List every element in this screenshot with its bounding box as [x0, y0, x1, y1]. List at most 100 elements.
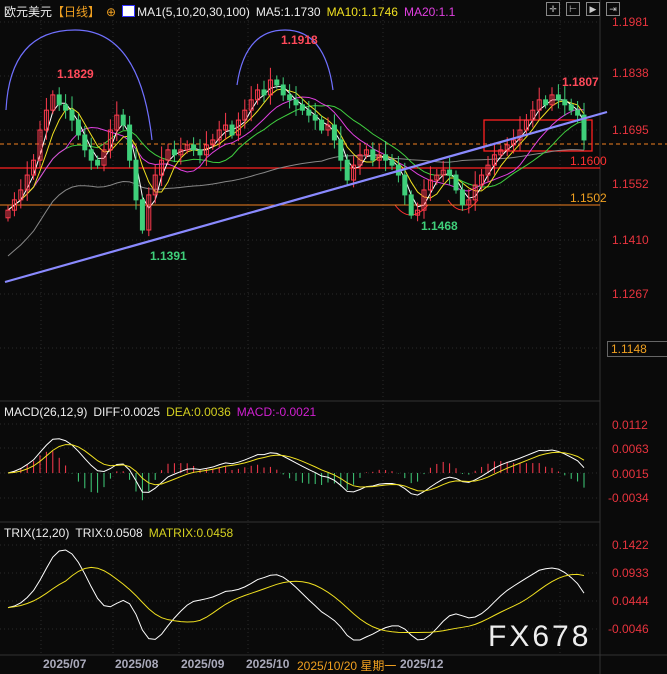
- trix-y-tick: -0.0046: [608, 622, 649, 636]
- candle: [549, 94, 555, 106]
- candle: [306, 109, 312, 116]
- x-tick: 2025/07: [43, 657, 87, 671]
- candle: [491, 154, 497, 166]
- ma20-value: MA20:1.1: [403, 5, 456, 19]
- candle: [171, 149, 177, 156]
- candle: [82, 134, 88, 151]
- candle: [235, 119, 241, 136]
- candle: [498, 149, 504, 156]
- candle: [248, 99, 254, 111]
- candle: [223, 124, 229, 131]
- candle: [107, 129, 113, 151]
- candle: [242, 109, 248, 121]
- arc-annotation: [5, 29, 153, 141]
- trix-value: TRIX:0.0508: [75, 526, 143, 540]
- watermark-logo: FX678: [488, 620, 592, 653]
- candle: [479, 174, 485, 186]
- candle: [274, 79, 280, 86]
- add-icon[interactable]: ⊕: [106, 5, 117, 19]
- candle: [331, 124, 337, 141]
- trix-y-tick: 0.1422: [612, 538, 649, 552]
- symbol-name: 欧元美元: [4, 5, 53, 19]
- candle: [434, 174, 440, 181]
- macd-dea-line: [7, 444, 585, 492]
- candle: [191, 144, 197, 151]
- candle: [287, 94, 293, 101]
- macd-diff: DIFF:0.0025: [93, 405, 161, 419]
- zoom-range-icon[interactable]: ⊢: [566, 2, 580, 16]
- play-icon[interactable]: ▶: [586, 2, 600, 16]
- y-tick: 1.1410: [612, 233, 649, 247]
- candle: [511, 139, 517, 146]
- candle: [11, 199, 17, 211]
- crosshair-icon[interactable]: ✛: [546, 2, 560, 16]
- y-tick: 1.1981: [612, 15, 649, 29]
- candle: [63, 104, 69, 111]
- high-label: 1.1829: [57, 67, 94, 81]
- ma-chart-icon[interactable]: [122, 5, 136, 17]
- candle: [165, 149, 171, 161]
- candle: [184, 144, 190, 151]
- candle: [562, 99, 568, 106]
- candle: [459, 189, 465, 206]
- trix-line: [7, 549, 585, 641]
- x-tick: 2025/10: [246, 657, 290, 671]
- candle: [453, 174, 459, 191]
- candle: [280, 84, 286, 96]
- macd-y-tick: 0.0015: [612, 467, 649, 481]
- candle: [575, 109, 581, 116]
- candle: [18, 189, 24, 201]
- period-label[interactable]: 【日线】: [52, 5, 101, 19]
- low-label: 1.1391: [150, 249, 187, 263]
- candle: [504, 144, 510, 151]
- candle: [139, 199, 145, 231]
- macd-y-tick: -0.0034: [608, 491, 649, 505]
- support-label: 1.1502: [570, 191, 607, 205]
- ma10-value: MA10:1.1746: [326, 5, 398, 19]
- candle: [114, 114, 120, 131]
- macd-y-tick: 0.0112: [612, 418, 648, 432]
- candle: [421, 189, 427, 211]
- candle: [472, 184, 478, 201]
- candle: [543, 99, 549, 106]
- ma-label: MA1(5,10,20,30,100): [137, 5, 250, 19]
- candle: [43, 109, 49, 131]
- candle: [31, 159, 37, 176]
- scroll-right-icon[interactable]: ⇥: [606, 2, 620, 16]
- x-cursor-date: 2025/10/20 星期一: [296, 657, 398, 674]
- y-tick: 1.1552: [612, 177, 649, 191]
- trix-y-tick: 0.0933: [612, 566, 649, 580]
- macd-name: MACD(26,12,9): [4, 405, 88, 419]
- macd-y-tick: 0.0063: [612, 442, 649, 456]
- candle: [216, 129, 222, 141]
- candle: [37, 129, 43, 161]
- candle: [338, 139, 344, 161]
- candle: [210, 139, 216, 146]
- candle: [447, 169, 453, 176]
- candle: [370, 149, 376, 161]
- candle: [402, 174, 408, 196]
- candle: [133, 159, 139, 201]
- candle: [152, 174, 158, 196]
- candle: [351, 164, 357, 181]
- candle: [203, 144, 209, 156]
- high-label: 1.1807: [562, 75, 599, 89]
- candle: [5, 209, 11, 219]
- matrix-value: MATRIX:0.0458: [148, 526, 234, 540]
- candle: [389, 159, 395, 166]
- candle: [261, 89, 267, 96]
- x-tick: 2025/08: [115, 657, 159, 671]
- candle: [267, 79, 273, 96]
- candle: [485, 164, 491, 176]
- candle: [325, 124, 331, 131]
- macd-diff-line: [7, 438, 585, 496]
- y-tick: 1.1838: [612, 66, 649, 80]
- current-price-label: 1.1148: [607, 341, 667, 357]
- ma5-value: MA5:1.1730: [255, 5, 321, 19]
- candle: [127, 124, 133, 161]
- candle: [95, 159, 101, 166]
- x-tick: 2025/12: [400, 657, 444, 671]
- macd-dea: DEA:0.0036: [166, 405, 231, 419]
- trix-y-tick: 0.0444: [612, 594, 649, 608]
